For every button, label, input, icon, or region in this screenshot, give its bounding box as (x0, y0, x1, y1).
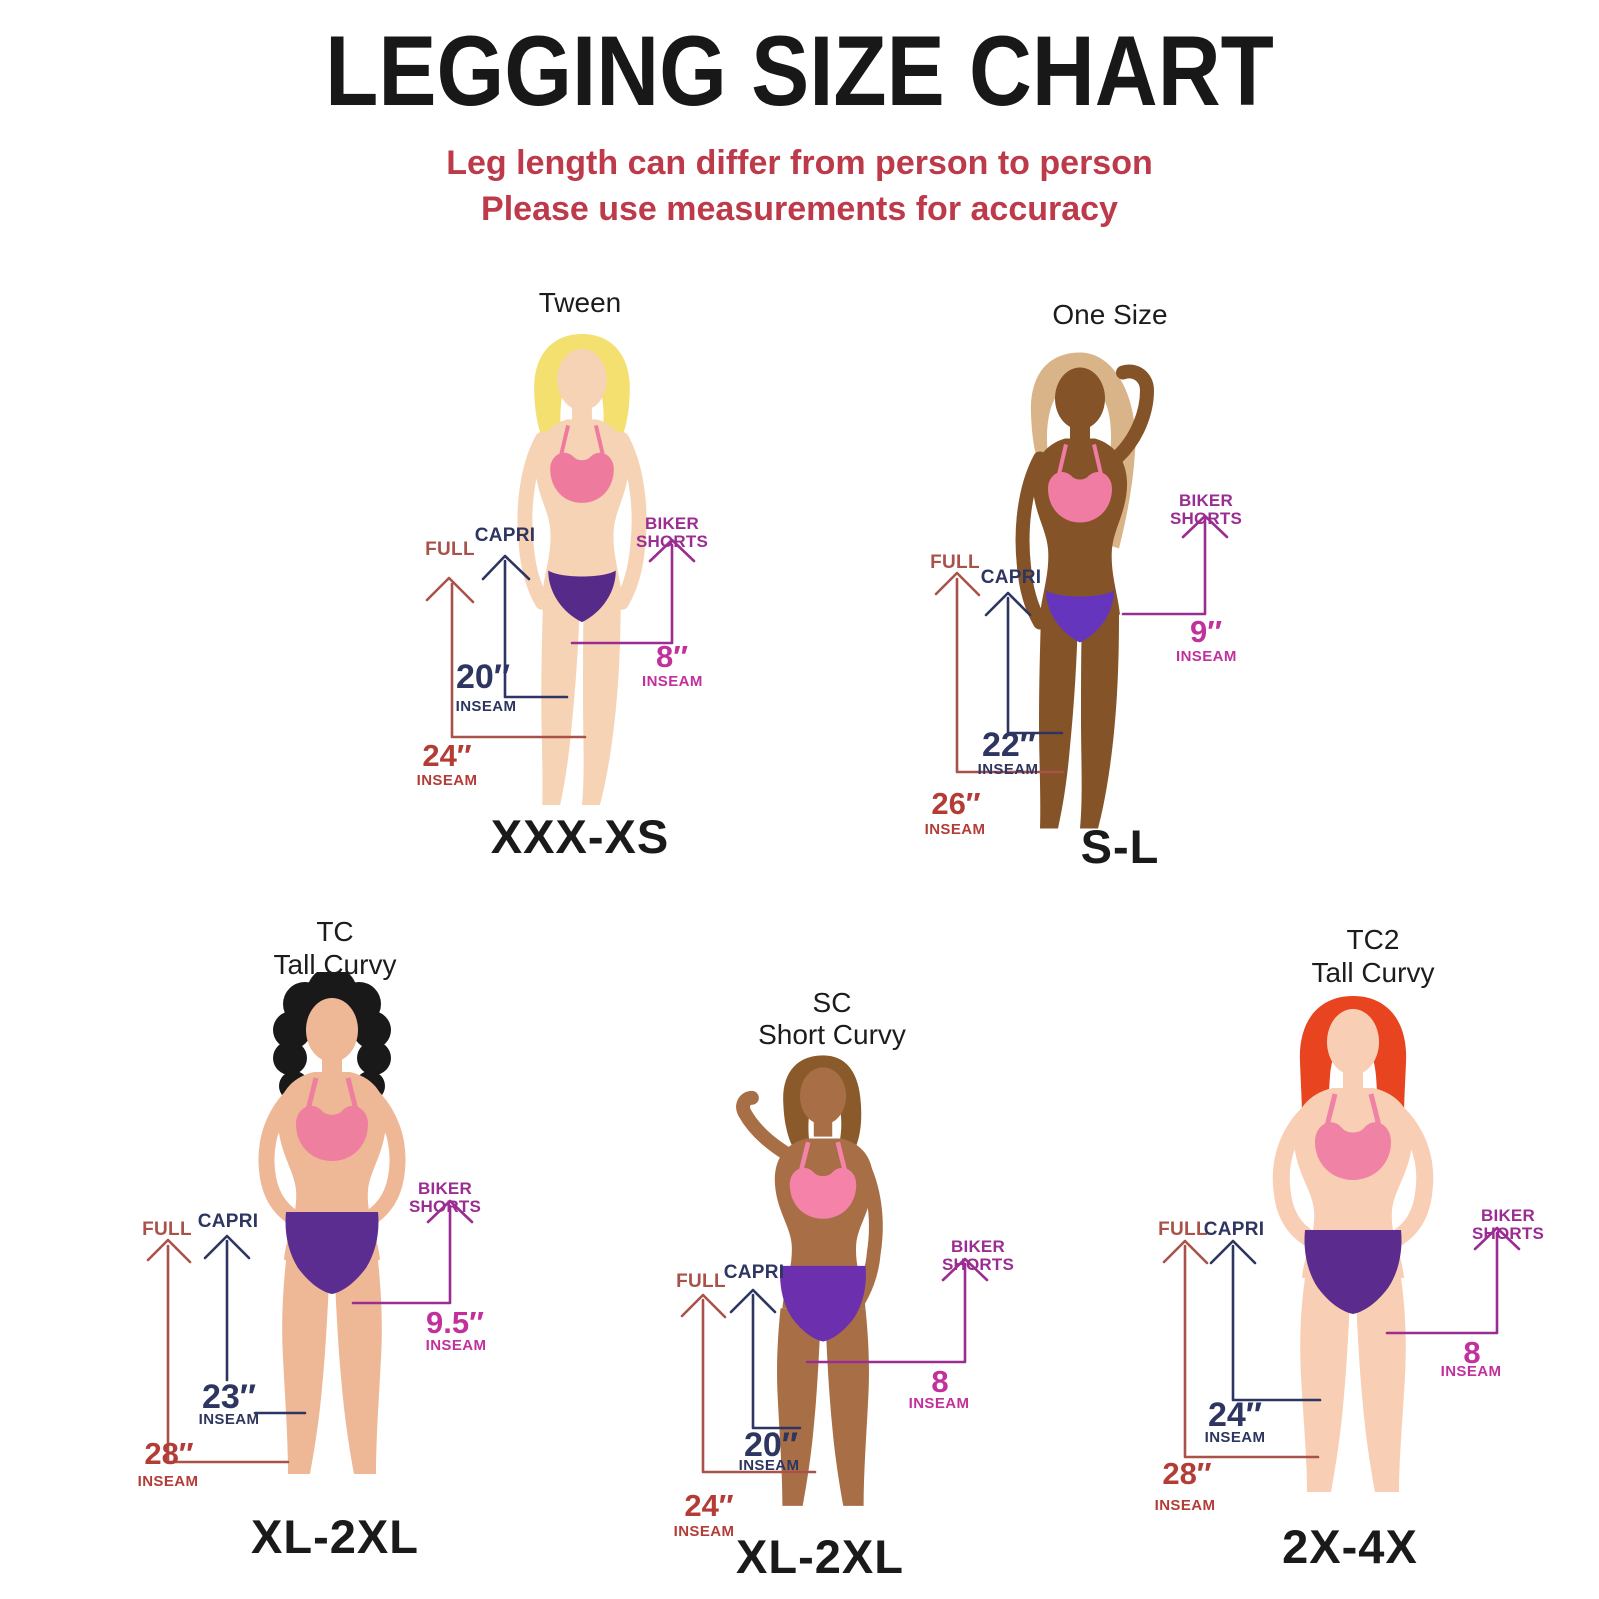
tc2-capri-inseam-value: 24″ (1207, 1396, 1263, 1434)
sc-figure-illustration (736, 1055, 883, 1506)
tc-full-label: FULL (142, 1219, 192, 1240)
sc-raised-arm (736, 1090, 796, 1162)
tween-capri-label: CAPRI (474, 525, 536, 546)
one-size-capri-label: CAPRI (980, 567, 1042, 588)
tc-biker-label: BIKER SHORTS (408, 1179, 482, 1216)
tc2-capri-label: CAPRI (1203, 1219, 1265, 1240)
tween-full-label: FULL (425, 539, 475, 560)
tc-biker-inseam-word: INSEAM (425, 1337, 487, 1354)
tc-name-label-2: Tall Curvy (273, 949, 397, 980)
tween-biker-inseam-word: INSEAM (642, 673, 703, 690)
one-size-capri-inseam-value: 22″ (981, 726, 1037, 764)
one-size-full-label: FULL (930, 552, 980, 573)
tc2-name-label: TC2 (1346, 924, 1400, 955)
tween-size-label: XXX-XS (490, 810, 670, 863)
tween-biker-label: BIKER SHORTS (635, 514, 709, 551)
one-size-biker-inseam-word: INSEAM (1176, 648, 1237, 665)
tc-left-arm (258, 1084, 304, 1226)
tc2-full-inseam-value: 28″ (1162, 1456, 1212, 1491)
tc2-name-label-2: Tall Curvy (1311, 957, 1435, 988)
sc-full-inseam-word: INSEAM (673, 1523, 735, 1540)
tc-capri-inseam-value: 23″ (201, 1378, 257, 1416)
tween-full-inseam-word: INSEAM (416, 772, 478, 789)
subtitle-line-1: Leg length can differ from person to per… (446, 144, 1153, 182)
one-size-capri-inseam-word: INSEAM (977, 761, 1039, 778)
sc-name-label-2: Short Curvy (758, 1019, 906, 1050)
tween-bra (550, 452, 614, 503)
tc-size-label: XL-2XL (251, 1510, 419, 1563)
tc2-left-arm (1272, 1099, 1323, 1249)
one-size-biker-inseam-value: 9″ (1189, 614, 1223, 649)
tc-capri-inseam-word: INSEAM (198, 1411, 260, 1428)
tween-left-arm (517, 431, 550, 610)
one-size-raised-arm (1111, 364, 1155, 464)
tc2-biker-inseam-value: 8 (1463, 1335, 1481, 1370)
one-size-full-inseam-value: 26″ (931, 786, 981, 821)
tc-biker-inseam-value: 9.5″ (426, 1305, 484, 1340)
sc-name-label: SC (812, 987, 852, 1018)
sc-capri-label: CAPRI (723, 1262, 785, 1283)
one-size-left-arm (1015, 451, 1047, 630)
tween-full-inseam-value: 24″ (422, 738, 472, 773)
tc-bra (296, 1105, 368, 1161)
tc2-high-waist-bottom (1304, 1230, 1402, 1314)
sc-biker-inseam-word: INSEAM (908, 1395, 970, 1412)
tween-capri-inseam-word: INSEAM (455, 698, 517, 715)
sc-biker-label: BIKER SHORTS (941, 1237, 1015, 1274)
tween-figure-illustration (517, 333, 647, 806)
tc2-biker-inseam-word: INSEAM (1440, 1363, 1502, 1380)
one-size-name-label: One Size (1052, 299, 1168, 330)
tc2-full-inseam-word: INSEAM (1154, 1497, 1216, 1514)
one-size-bra (1048, 472, 1112, 523)
tc-name-label: TC (316, 916, 354, 947)
sc-size-label: XL-2XL (736, 1530, 904, 1583)
tween-name-label: Tween (538, 287, 622, 318)
tc2-size-label: 2X-4X (1282, 1520, 1418, 1573)
sc-capri-inseam-word: INSEAM (738, 1457, 800, 1474)
sc-bra (789, 1167, 857, 1219)
subtitle-line-2: Please use measurements for accuracy (481, 190, 1118, 228)
one-size-size-label: S-L (1080, 820, 1160, 873)
tc-full-inseam-word: INSEAM (137, 1473, 199, 1490)
tc2-capri-inseam-word: INSEAM (1204, 1429, 1266, 1446)
one-size-full-inseam-word: INSEAM (924, 821, 986, 838)
tween-biker-inseam-value: 8″ (655, 639, 689, 674)
tc2-figure-illustration (1272, 996, 1434, 1492)
tc2-bra (1315, 1122, 1391, 1180)
page-title: LEGGING SIZE CHART (325, 15, 1274, 126)
sc-biker-inseam-value: 8 (931, 1364, 949, 1399)
one-size-biker-label: BIKER SHORTS (1169, 491, 1243, 528)
tc-capri-label: CAPRI (197, 1211, 259, 1232)
sc-capri-inseam-value: 20″ (743, 1426, 799, 1464)
tc2-biker-label: BIKER SHORTS (1471, 1206, 1545, 1243)
sc-full-label: FULL (676, 1271, 726, 1292)
sc-full-inseam-value: 24″ (684, 1488, 734, 1523)
tc-full-inseam-value: 28″ (144, 1436, 194, 1471)
tween-capri-inseam-value: 20″ (455, 658, 511, 696)
tc2-full-label: FULL (1158, 1219, 1208, 1240)
